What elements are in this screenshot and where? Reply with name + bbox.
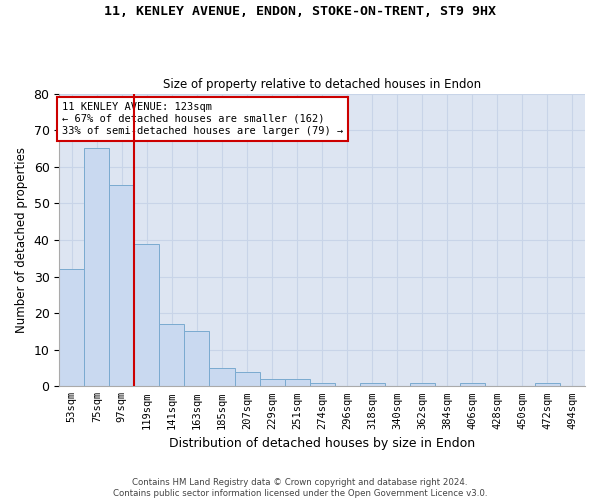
Text: 11 KENLEY AVENUE: 123sqm
← 67% of detached houses are smaller (162)
33% of semi-: 11 KENLEY AVENUE: 123sqm ← 67% of detach… — [62, 102, 343, 136]
Bar — [85, 148, 109, 386]
Text: Contains HM Land Registry data © Crown copyright and database right 2024.
Contai: Contains HM Land Registry data © Crown c… — [113, 478, 487, 498]
X-axis label: Distribution of detached houses by size in Endon: Distribution of detached houses by size … — [169, 437, 475, 450]
Bar — [235, 372, 260, 386]
Bar — [209, 368, 235, 386]
Bar — [184, 332, 209, 386]
Bar — [109, 185, 134, 386]
Bar — [260, 379, 284, 386]
Bar — [535, 382, 560, 386]
Y-axis label: Number of detached properties: Number of detached properties — [15, 147, 28, 333]
Bar — [284, 379, 310, 386]
Text: 11, KENLEY AVENUE, ENDON, STOKE-ON-TRENT, ST9 9HX: 11, KENLEY AVENUE, ENDON, STOKE-ON-TRENT… — [104, 5, 496, 18]
Bar — [310, 382, 335, 386]
Title: Size of property relative to detached houses in Endon: Size of property relative to detached ho… — [163, 78, 481, 91]
Bar — [134, 244, 160, 386]
Bar — [359, 382, 385, 386]
Bar — [460, 382, 485, 386]
Bar — [59, 269, 85, 386]
Bar — [410, 382, 435, 386]
Bar — [160, 324, 184, 386]
